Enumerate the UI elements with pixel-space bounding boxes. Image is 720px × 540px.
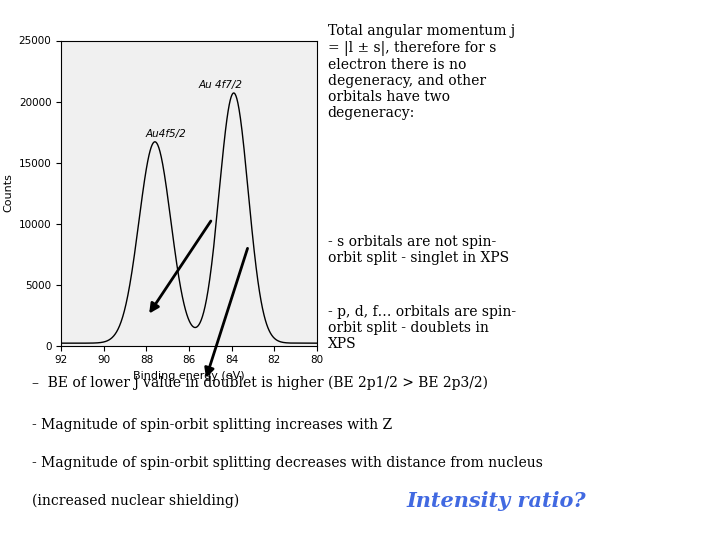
Text: –  BE of lower j value in doublet is higher (BE 2p1/2 > BE 2p3/2): – BE of lower j value in doublet is high…	[32, 375, 488, 390]
Text: Au4f5/2: Au4f5/2	[145, 129, 186, 139]
Text: Au 4f7/2: Au 4f7/2	[199, 80, 243, 90]
Text: (increased nuclear shielding): (increased nuclear shielding)	[32, 494, 240, 509]
Text: - p, d, f… orbitals are spin-
orbit split - doublets in
XPS: - p, d, f… orbitals are spin- orbit spli…	[328, 305, 516, 352]
Text: - Magnitude of spin-orbit splitting decreases with distance from nucleus: - Magnitude of spin-orbit splitting decr…	[32, 456, 544, 470]
X-axis label: Binding energy (eV): Binding energy (eV)	[133, 371, 245, 381]
Text: Total angular momentum j
= |l ± s|, therefore for s
electron there is no
degener: Total angular momentum j = |l ± s|, ther…	[328, 24, 515, 120]
Text: Intensity ratio?: Intensity ratio?	[407, 491, 586, 511]
Y-axis label: Counts: Counts	[3, 174, 13, 212]
Text: - s orbitals are not spin-
orbit split - singlet in XPS: - s orbitals are not spin- orbit split -…	[328, 235, 509, 265]
Text: - Magnitude of spin-orbit splitting increases with Z: - Magnitude of spin-orbit splitting incr…	[32, 418, 392, 433]
